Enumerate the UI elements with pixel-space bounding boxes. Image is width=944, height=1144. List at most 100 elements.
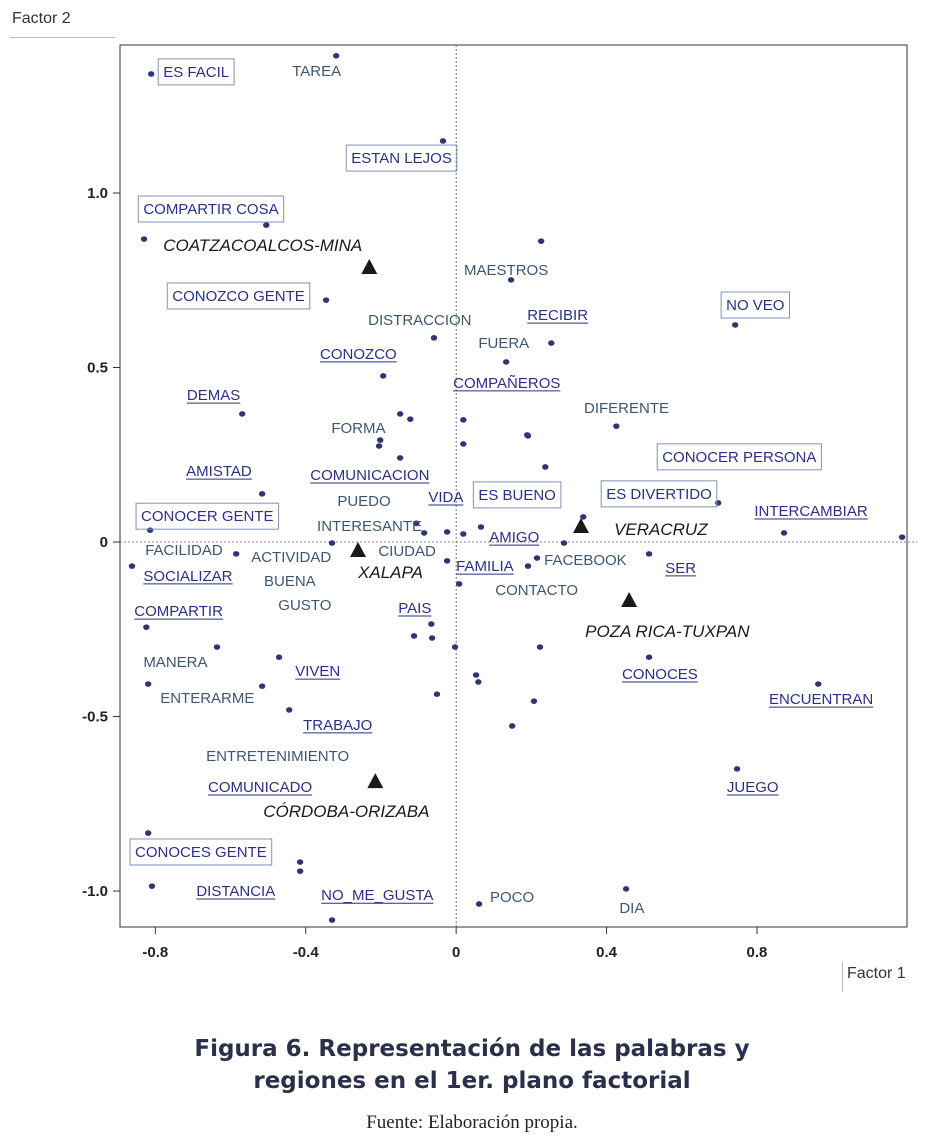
data-point	[263, 222, 270, 228]
word-label: FAMILIA	[456, 558, 514, 575]
data-point	[533, 555, 541, 561]
data-point	[275, 654, 283, 660]
data-point	[542, 464, 549, 470]
word-box	[720, 291, 790, 319]
data-point	[128, 563, 136, 569]
y-tick-label: -1.0	[82, 883, 108, 900]
data-point	[443, 529, 451, 535]
word-label: ES DIVERTIDO	[606, 486, 712, 503]
data-point	[536, 644, 544, 650]
data-point	[815, 681, 822, 687]
y-axis-title: Factor 2	[12, 10, 71, 27]
word-label: FACILIDAD	[145, 542, 223, 559]
data-point	[322, 297, 330, 303]
word-label: MANERA	[143, 654, 207, 671]
word-label: COMUNICACION	[310, 467, 429, 484]
x-tick-label: -0.8	[142, 944, 168, 961]
data-point	[455, 581, 463, 587]
word-label: DISTRACCION	[368, 312, 471, 329]
data-point	[145, 830, 152, 836]
y-tick-label: 0	[100, 534, 108, 551]
word-label: INTERESANTE	[317, 518, 422, 535]
word-label: RECIBIR	[527, 307, 588, 324]
data-point	[524, 563, 532, 569]
data-point	[296, 868, 304, 874]
word-label: SOCIALIZAR	[143, 568, 232, 585]
data-point	[530, 698, 538, 704]
word-box	[157, 58, 235, 86]
data-point	[524, 433, 532, 439]
data-point	[146, 527, 154, 533]
data-point	[145, 681, 152, 687]
word-box	[345, 144, 458, 172]
word-label: ES BUENO	[478, 487, 556, 504]
word-label: INTERCAMBIAR	[754, 503, 868, 520]
word-label: COMPAÑEROS	[453, 375, 560, 392]
region-triangle	[361, 258, 378, 274]
data-point	[460, 441, 467, 447]
word-label: DISTANCIA	[196, 883, 275, 900]
word-box	[600, 480, 718, 508]
data-point	[377, 437, 384, 443]
word-label: CONOZCO	[320, 346, 397, 363]
data-point	[396, 411, 404, 417]
data-point	[407, 416, 414, 422]
word-label: GUSTO	[278, 597, 331, 614]
data-point	[333, 53, 340, 59]
data-point	[443, 558, 451, 564]
data-point	[537, 238, 545, 244]
data-point	[898, 534, 906, 540]
data-point	[715, 500, 722, 506]
data-point	[232, 551, 240, 557]
word-label: ENTERARME	[160, 690, 254, 707]
data-point	[548, 340, 555, 346]
data-point	[258, 683, 266, 689]
region-label: COATZACOALCOS-MINA	[163, 236, 362, 255]
word-label: ENTRETENIMIENTO	[206, 748, 349, 765]
word-box	[166, 282, 311, 310]
word-box	[472, 481, 562, 509]
word-label: SER	[665, 560, 696, 577]
word-label: MAESTROS	[464, 262, 548, 279]
word-label: CONOCES GENTE	[135, 844, 267, 861]
figure-caption: Figura 6. Representación de las palabras…	[0, 1033, 944, 1097]
word-label: CONTACTO	[495, 582, 578, 599]
data-point	[148, 71, 155, 77]
data-point	[460, 531, 467, 537]
data-point	[477, 524, 485, 530]
word-label: JUEGO	[727, 779, 779, 796]
data-point	[410, 633, 418, 639]
caption-line-1: Figura 6. Representación de las palabras…	[194, 1036, 750, 1062]
data-point	[622, 886, 630, 892]
data-point	[451, 644, 459, 650]
word-label: TRABAJO	[303, 717, 372, 734]
word-label: COMPARTIR	[134, 603, 223, 620]
word-label: CIUDAD	[378, 543, 436, 560]
word-label: PUEDO	[337, 493, 390, 510]
word-box	[129, 838, 273, 866]
data-point	[560, 540, 568, 546]
data-point	[475, 901, 483, 907]
data-point	[645, 551, 653, 557]
data-point	[296, 859, 304, 865]
word-label: ESTAN LEJOS	[351, 150, 452, 167]
word-label: COMPARTIR COSA	[143, 201, 278, 218]
word-label: COMUNICADO	[208, 779, 312, 796]
data-point	[645, 654, 653, 660]
data-point	[396, 455, 404, 461]
word-box	[137, 195, 285, 223]
region-triangle	[572, 517, 589, 533]
data-point	[433, 691, 441, 697]
data-point	[239, 411, 246, 417]
data-point	[380, 373, 387, 379]
region-triangle	[621, 591, 638, 607]
word-label: ENCUENTRAN	[769, 691, 873, 708]
data-point	[328, 917, 336, 923]
region-label: POZA RICA-TUXPAN	[585, 622, 750, 641]
x-tick-label: -0.4	[293, 944, 320, 961]
word-label: BUENA	[264, 573, 316, 590]
word-label: AMISTAD	[186, 463, 252, 480]
region-triangle	[367, 773, 384, 789]
region-label: VERACRUZ	[614, 520, 708, 539]
x-axis-title: Factor 1	[847, 965, 906, 982]
